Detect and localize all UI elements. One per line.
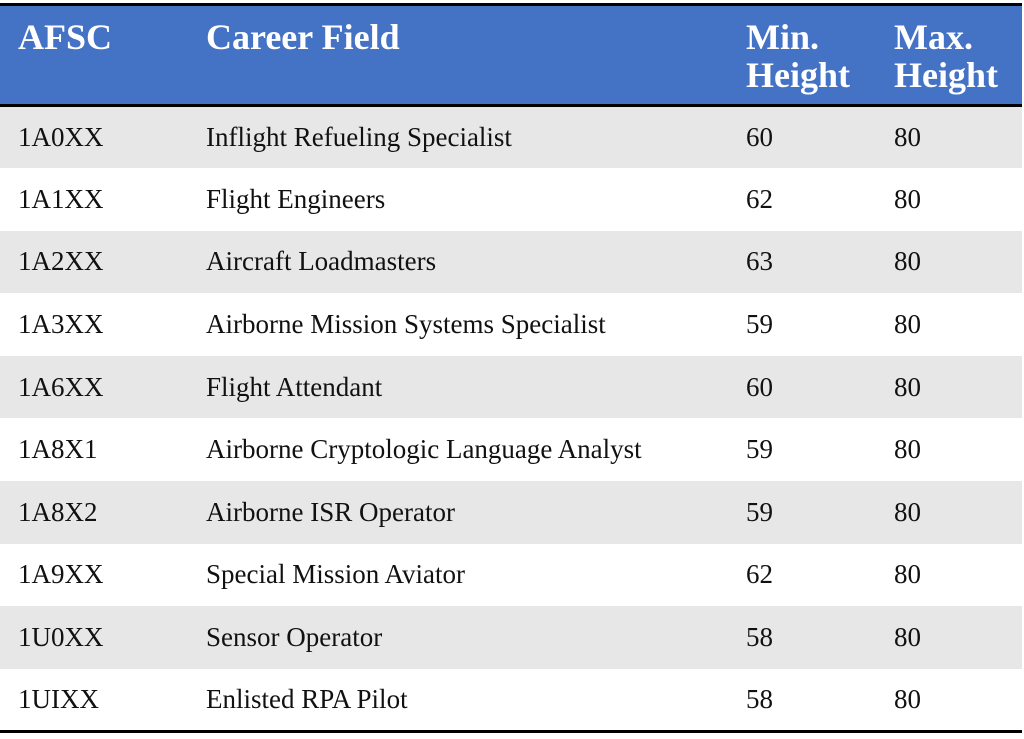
- cell-career-field: Special Mission Aviator: [206, 559, 465, 590]
- header-min-height: Min. Height: [746, 17, 850, 95]
- table-row: 1A1XX Flight Engineers 62 80: [0, 168, 1022, 231]
- cell-min-height: 62: [746, 559, 773, 590]
- cell-afsc: 1A1XX: [18, 183, 104, 214]
- header-afsc: AFSC: [18, 17, 113, 57]
- cell-min-height: 58: [746, 622, 773, 653]
- cell-max-height: 80: [894, 183, 921, 214]
- cell-afsc: 1A8X2: [18, 496, 98, 527]
- height-requirements-table: AFSC Career Field Min. Height Max. Heigh…: [0, 3, 1022, 733]
- table-row: 1A8X1 Airborne Cryptologic Language Analy…: [0, 418, 1022, 482]
- cell-min-height: 60: [746, 371, 773, 402]
- cell-career-field: Airborne Mission Systems Specialist: [206, 309, 606, 340]
- cell-max-height: 80: [894, 371, 921, 402]
- cell-min-height: 58: [746, 683, 773, 714]
- table-row: 1A3XX Airborne Mission Systems Specialist…: [0, 293, 1022, 356]
- afsc-table: AFSC Career Field Min. Height Max. Heigh…: [0, 3, 1022, 733]
- table-row: 1A6XX Flight Attendant 60 80: [0, 355, 1022, 419]
- cell-afsc: 1A8X1: [18, 434, 98, 465]
- cell-min-height: 62: [746, 183, 773, 214]
- cell-max-height: 80: [894, 122, 921, 153]
- cell-max-height: 80: [894, 309, 921, 340]
- cell-career-field: Flight Attendant: [206, 371, 383, 402]
- cell-min-height: 59: [746, 434, 773, 465]
- cell-max-height: 80: [894, 434, 921, 465]
- cell-career-field: Airborne ISR Operator: [206, 496, 455, 527]
- cell-min-height: 59: [746, 309, 773, 340]
- cell-career-field: Flight Engineers: [206, 183, 386, 214]
- cell-max-height: 80: [894, 246, 921, 277]
- cell-career-field: Airborne Cryptologic Language Analyst: [206, 434, 642, 465]
- header-row: AFSC Career Field Min. Height Max. Heigh…: [0, 4, 1022, 106]
- cell-career-field: Sensor Operator: [206, 622, 383, 653]
- cell-afsc: 1A9XX: [18, 559, 104, 590]
- cell-max-height: 80: [894, 683, 921, 714]
- cell-career-field: Aircraft Loadmasters: [206, 246, 437, 277]
- table-row: 1A0XX Inflight Refueling Specialist 60 80: [0, 105, 1022, 169]
- cell-max-height: 80: [894, 622, 921, 653]
- cell-min-height: 63: [746, 246, 773, 277]
- table-row: 1A2XX Aircraft Loadmasters 63 80: [0, 230, 1022, 294]
- cell-afsc: 1A3XX: [18, 309, 104, 340]
- table-row: 1U0XX Sensor Operator 58 80: [0, 606, 1022, 669]
- cell-afsc: 1A2XX: [18, 246, 104, 277]
- header-max-height: Max. Height: [894, 17, 998, 95]
- cell-max-height: 80: [894, 496, 921, 527]
- cell-afsc: 1A6XX: [18, 371, 104, 402]
- cell-career-field: Inflight Refueling Specialist: [206, 122, 512, 153]
- table-row: 1A9XX Special Mission Aviator 62 80: [0, 543, 1022, 607]
- header-career-field: Career Field: [206, 17, 400, 57]
- cell-afsc: 1U0XX: [18, 622, 104, 653]
- table-row: 1UIXX Enlisted RPA Pilot 58 80: [0, 668, 1022, 732]
- table-body: 1A0XX Inflight Refueling Specialist 60 80 1A…: [0, 105, 1022, 732]
- cell-afsc: 1A0XX: [18, 122, 104, 153]
- cell-max-height: 80: [894, 559, 921, 590]
- cell-afsc: 1UIXX: [18, 683, 99, 714]
- cell-min-height: 60: [746, 122, 773, 153]
- table-row: 1A8X2 Airborne ISR Operator 59 80: [0, 481, 1022, 544]
- cell-min-height: 59: [746, 496, 773, 527]
- cell-career-field: Enlisted RPA Pilot: [206, 683, 408, 714]
- table-header: AFSC Career Field Min. Height Max. Heigh…: [0, 4, 1022, 106]
